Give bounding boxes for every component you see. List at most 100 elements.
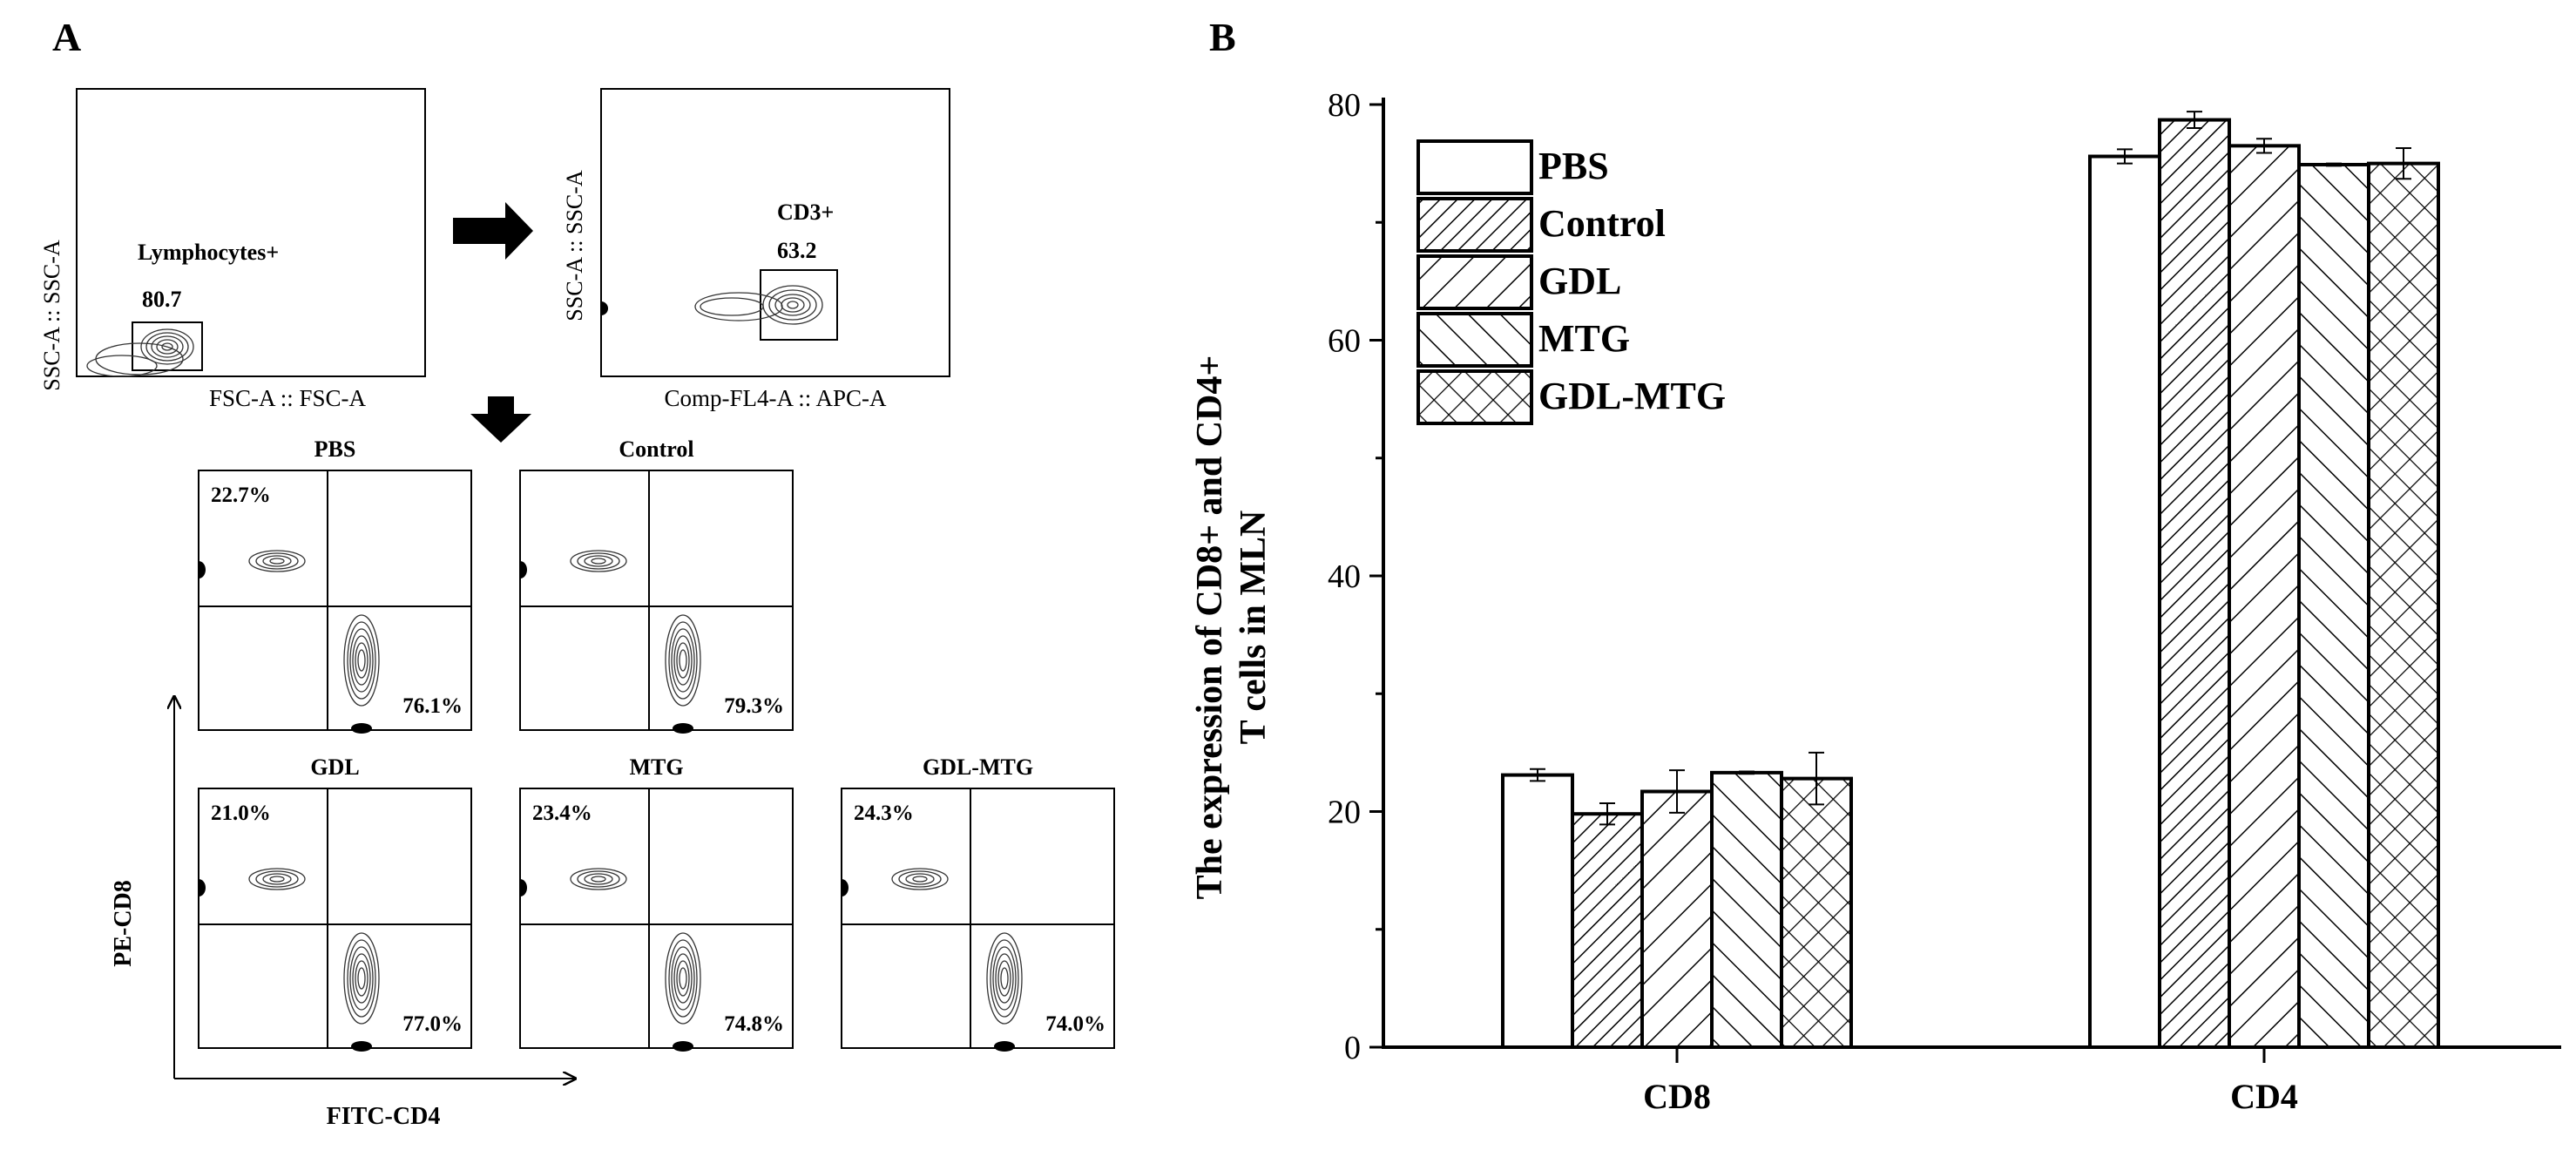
edge-events xyxy=(520,879,527,896)
quadrant-frame xyxy=(519,470,794,731)
error-bar xyxy=(1669,769,1685,814)
cd8-percentage: 22.7% xyxy=(211,484,271,507)
quadrant-plot-gdl-mtg: GDL-MTG 24.3% 74.0% xyxy=(841,754,1115,1052)
cd8-percentage: 24.3% xyxy=(854,802,914,825)
gate2-xlabel: Comp-FL4-A :: APC-A xyxy=(664,385,887,411)
cd4-percentage: 74.0% xyxy=(1045,1012,1105,1036)
gate1-gate-name: Lymphocytes+ xyxy=(138,240,279,265)
bar-gdl-mtg-cd4 xyxy=(2367,161,2440,1049)
cd8-population-contour xyxy=(248,868,306,890)
legend-swatch xyxy=(1416,254,1533,310)
cd4-percentage: 76.1% xyxy=(402,694,463,718)
gate1-plot: SSC-A :: SSC-A FSC-A :: FSC-A Lymphocyte… xyxy=(39,88,426,411)
y-tick-label: 20 xyxy=(1328,795,1361,831)
bar-pbs-cd8 xyxy=(1501,773,1574,1049)
quadrant-frame xyxy=(198,470,472,731)
arrow-right-icon xyxy=(453,202,533,260)
cd8-population-contour xyxy=(248,550,306,572)
x-tick-label: CD8 xyxy=(1643,1077,1711,1116)
gate2-ylabel: SSC-A :: SSC-A xyxy=(562,170,587,321)
gate1-contours xyxy=(86,328,194,377)
gate2-gate-box xyxy=(760,269,838,341)
quadrant-title: GDL-MTG xyxy=(923,754,1033,780)
gate2-gate-name: CD3+ xyxy=(777,200,834,225)
y-tick-label: 0 xyxy=(1344,1030,1361,1066)
edge-events xyxy=(520,561,527,578)
legend-swatch xyxy=(1416,312,1533,368)
panel-b-label: B xyxy=(1209,15,1236,59)
legend-swatch xyxy=(1416,197,1533,253)
cd4-population-contour xyxy=(665,932,701,1025)
bar-gdl-cd4 xyxy=(2228,144,2301,1049)
quadrant-plot-pbs: PBS 22.7% 76.1% xyxy=(198,436,472,734)
cd8-population-contour xyxy=(891,868,949,890)
cd4-percentage: 77.0% xyxy=(402,1012,463,1036)
gate2-contours xyxy=(694,285,823,325)
error-bar xyxy=(1530,768,1545,782)
cd4-population-contour xyxy=(343,932,380,1025)
quadrant-frame xyxy=(841,788,1115,1049)
cd4-population-contour xyxy=(986,932,1023,1025)
edge-events xyxy=(673,1041,693,1052)
error-bar xyxy=(2256,138,2272,154)
edge-events xyxy=(994,1041,1015,1052)
cd8-percentage: 23.4% xyxy=(532,802,592,825)
quadrant-plots: PBS 22.7% 76.1% Control 79.3% GDL 21.0% 77.0% MT… xyxy=(198,436,1115,1052)
y-tick-label: 40 xyxy=(1328,558,1361,595)
legend-label: Control xyxy=(1538,202,1666,245)
edge-events xyxy=(351,723,372,734)
y-axis-label-line1: The expression of CD8+ and CD4+ xyxy=(1190,355,1230,900)
x-tick-label: CD4 xyxy=(2230,1077,2298,1116)
gate2-gate-value: 63.2 xyxy=(777,238,817,263)
quad-ylabel: PE-CD8 xyxy=(110,880,137,967)
quadrant-title: PBS xyxy=(314,436,356,462)
error-bar xyxy=(1809,751,1824,806)
gate1-xlabel: FSC-A :: FSC-A xyxy=(209,385,367,411)
quadrant-title: GDL xyxy=(310,754,359,780)
legend-label: GDL-MTG xyxy=(1538,375,1726,417)
quadrant-frame xyxy=(519,788,794,1049)
edge-events xyxy=(673,723,693,734)
cd8-percentage: 21.0% xyxy=(211,802,271,825)
cd4-population-contour xyxy=(665,614,701,707)
error-bar xyxy=(2187,111,2202,130)
y-tick-label: 80 xyxy=(1328,87,1361,124)
gate1-gate-value: 80.7 xyxy=(142,287,182,312)
legend-label: GDL xyxy=(1538,260,1621,302)
bar-chart: The expression of CD8+ and CD4+ T cells … xyxy=(1190,87,2561,1116)
arrow-down-icon xyxy=(470,396,531,443)
error-bar xyxy=(1739,770,1755,775)
cd4-percentage: 74.8% xyxy=(724,1012,784,1036)
cd8-population-contour xyxy=(570,868,627,890)
quadrant-frame xyxy=(198,788,472,1049)
gate2-frame xyxy=(600,88,950,377)
bar-mtg-cd8 xyxy=(1710,770,1783,1049)
cd4-population-contour xyxy=(343,614,380,707)
panel-a-label: A xyxy=(52,15,81,59)
cd4-percentage: 79.3% xyxy=(724,694,784,718)
edge-events xyxy=(842,879,849,896)
cd8-population-contour xyxy=(570,550,627,572)
quadrant-plot-mtg: MTG 23.4% 74.8% xyxy=(519,754,794,1052)
bar-control-cd8 xyxy=(1571,812,1644,1050)
bar-pbs-cd4 xyxy=(2088,154,2161,1049)
quadrant-title: MTG xyxy=(629,754,683,780)
quad-xlabel: FITC-CD4 xyxy=(327,1103,441,1130)
edge-events xyxy=(199,561,206,578)
quadrant-plot-control: Control 79.3% xyxy=(519,436,794,734)
edge-events xyxy=(199,879,206,896)
bar-gdl-cd8 xyxy=(1640,789,1714,1049)
quadrant-title: Control xyxy=(619,436,693,462)
bar-control-cd4 xyxy=(2158,118,2231,1049)
legend-label: MTG xyxy=(1538,317,1630,360)
error-bar xyxy=(2396,147,2411,180)
gate1-gate-box xyxy=(132,321,203,371)
gate1-ylabel: SSC-A :: SSC-A xyxy=(39,240,64,391)
bar-gdl-mtg-cd8 xyxy=(1780,776,1853,1049)
y-axis-label-line2: T cells in MLN xyxy=(1234,511,1274,745)
legend-swatch xyxy=(1416,369,1533,425)
gate2-plot: SSC-A :: SSC-A Comp-FL4-A :: APC-A CD3+ … xyxy=(562,88,950,411)
legend: PBS Control GDL MTG GDL-MTG xyxy=(1416,139,1726,425)
legend-swatch xyxy=(1416,139,1533,195)
